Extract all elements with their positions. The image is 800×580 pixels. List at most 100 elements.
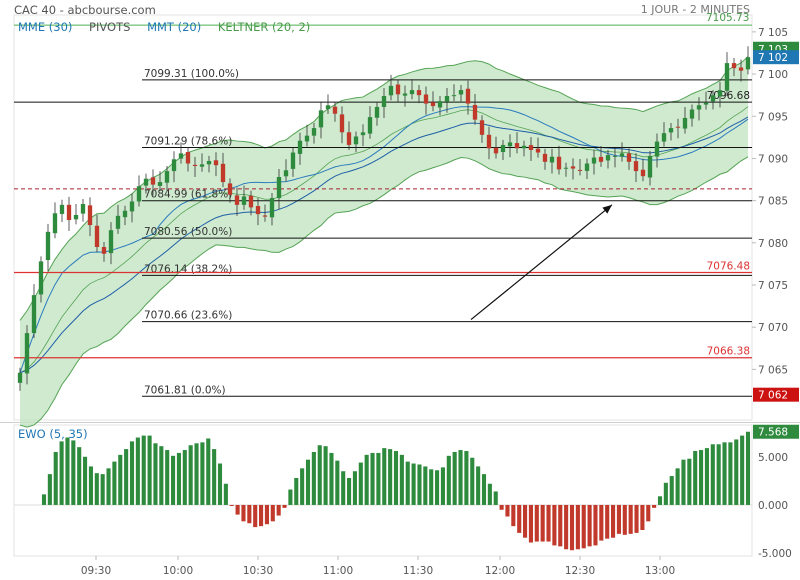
keltner-upper-line	[19, 56, 749, 321]
mme-line	[19, 116, 749, 374]
candle-body-93	[668, 128, 674, 133]
ewo-bar-84	[534, 504, 539, 542]
ewo-last-value-bg	[753, 424, 799, 439]
candle-body-54	[395, 84, 401, 95]
level-label-2: 7066.38	[707, 346, 750, 358]
ewo-bar-108	[675, 468, 680, 505]
candle-body-49	[360, 132, 366, 136]
ewo-bar-72	[464, 451, 469, 505]
ewo-bar-32	[229, 504, 234, 506]
ewo-bar-19	[153, 443, 158, 505]
ewo-bar-82	[523, 504, 528, 538]
period-label: 1 JOUR - 2 MINUTES	[640, 3, 750, 16]
price-tag-last: 7 102	[758, 52, 788, 64]
ewo-y-tick-label-1: 0.000	[758, 500, 788, 512]
candle-body-24	[185, 152, 191, 164]
ewo-bar-116	[722, 442, 727, 505]
ewo-y-tick-label-0: -5.000	[758, 548, 792, 560]
candle-body-7	[66, 204, 72, 221]
ewo-bar-117	[728, 442, 733, 505]
overlay-pivots-label[interactable]: PIVOTS	[89, 20, 131, 34]
candle-body-66	[479, 120, 485, 135]
price-tag-last-bg	[753, 50, 799, 65]
candle-body-61	[444, 96, 450, 102]
overlay-mme-label[interactable]: MME (30)	[18, 20, 73, 34]
candle-body-21	[164, 171, 170, 183]
candle-body-3	[38, 261, 44, 295]
ewo-bar-34	[241, 504, 246, 522]
y-tick-label-8: 7 105	[758, 27, 788, 39]
candle-body-25	[192, 164, 198, 167]
candle-body-28	[213, 160, 219, 166]
candle-body-62	[451, 95, 457, 97]
candle-body-73	[528, 145, 534, 150]
overlay-keltner-label[interactable]: KELTNER (20, 2)	[217, 20, 311, 34]
symbol-title: CAC 40 - abcbourse.com	[14, 3, 156, 17]
ewo-bar-86	[546, 504, 551, 542]
trend-arrow-head	[602, 204, 612, 214]
ewo-bar-101	[634, 504, 639, 533]
keltner-band-fill	[20, 56, 748, 428]
candle-body-18	[143, 178, 149, 186]
fib-label-4: 7076.14 (38.2%)	[144, 263, 232, 275]
candle-body-58	[423, 94, 429, 104]
ewo-bar-0	[41, 494, 47, 505]
ewo-bar-83	[528, 504, 533, 543]
candle-body-0	[17, 372, 23, 383]
y-tick-label-5: 7 090	[758, 153, 788, 165]
overlay-mmt-label[interactable]: MMT (20)	[147, 20, 202, 34]
x-tick-label-2: 10:30	[243, 565, 273, 577]
ewo-bar-49	[329, 452, 334, 505]
ewo-bar-14	[124, 449, 129, 505]
ewo-bar-48	[323, 446, 328, 505]
ewo-bar-5	[71, 440, 76, 505]
ewo-bar-95	[599, 504, 604, 541]
y-tick-label-6: 7 095	[758, 111, 788, 123]
ewo-plot-frame	[13, 424, 753, 557]
ewo-bar-36	[253, 504, 258, 528]
candle-body-16	[129, 201, 135, 212]
candle-body-67	[486, 134, 492, 149]
candle-body-79	[570, 166, 576, 169]
ewo-bar-25	[188, 445, 193, 505]
candle-body-27	[206, 160, 212, 165]
candle-body-32	[241, 196, 247, 205]
candle-body-43	[318, 110, 324, 128]
candle-body-26	[199, 164, 205, 167]
ewo-bar-64	[417, 464, 422, 505]
ewo-bar-114	[710, 444, 715, 505]
candle-body-53	[388, 85, 394, 96]
ewo-bar-35	[247, 504, 252, 524]
x-tick-label-3: 11:00	[323, 565, 353, 577]
ewo-bar-52	[347, 477, 352, 505]
ewo-bar-102	[640, 504, 645, 530]
candle-body-17	[136, 186, 142, 202]
ewo-title: EWO (5, 35)	[18, 427, 88, 441]
ewo-bar-99	[622, 504, 627, 535]
candle-body-34	[255, 206, 261, 215]
candle-body-52	[381, 96, 387, 107]
ewo-bar-9	[94, 473, 99, 505]
candle-body-20	[157, 182, 163, 186]
candle-body-65	[472, 104, 478, 120]
ewo-bar-81	[517, 504, 522, 533]
y-tick-label-4: 7 085	[758, 196, 788, 208]
candle-body-70	[507, 142, 513, 147]
fib-label-2: 7084.99 (61.8%)	[144, 189, 232, 201]
candle-body-82	[591, 157, 597, 164]
candle-body-11	[94, 225, 100, 248]
candle-body-85	[612, 155, 618, 157]
ewo-bar-77	[493, 491, 498, 505]
fib-label-5: 7070.66 (23.6%)	[144, 310, 232, 322]
candle-body-55	[402, 93, 408, 96]
ewo-bar-55	[364, 454, 369, 505]
ewo-bar-44	[300, 468, 305, 505]
ewo-bar-88	[558, 504, 563, 547]
candle-body-86	[619, 153, 625, 157]
ewo-bar-26	[194, 443, 199, 505]
ewo-bar-62	[405, 461, 410, 505]
ewo-bar-94	[593, 504, 598, 546]
ewo-bar-103	[646, 504, 651, 522]
ewo-bar-92	[581, 504, 586, 549]
ewo-bar-69	[446, 455, 451, 505]
